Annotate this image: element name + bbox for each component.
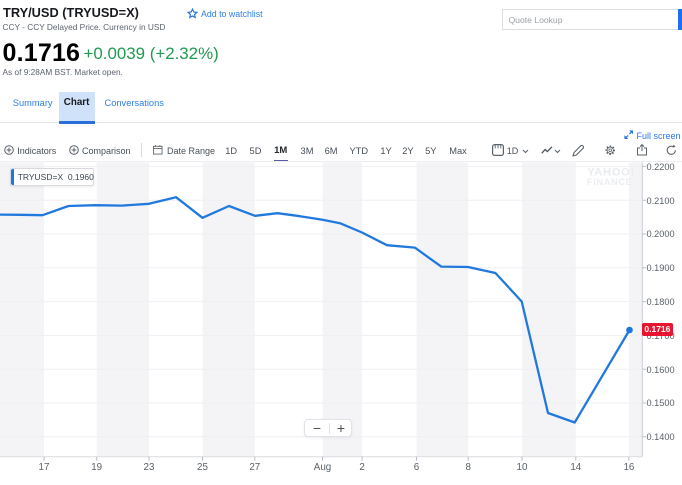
svg-text:FINANCE: FINANCE xyxy=(587,177,633,187)
svg-text:YAHOO!: YAHOO! xyxy=(587,167,635,179)
